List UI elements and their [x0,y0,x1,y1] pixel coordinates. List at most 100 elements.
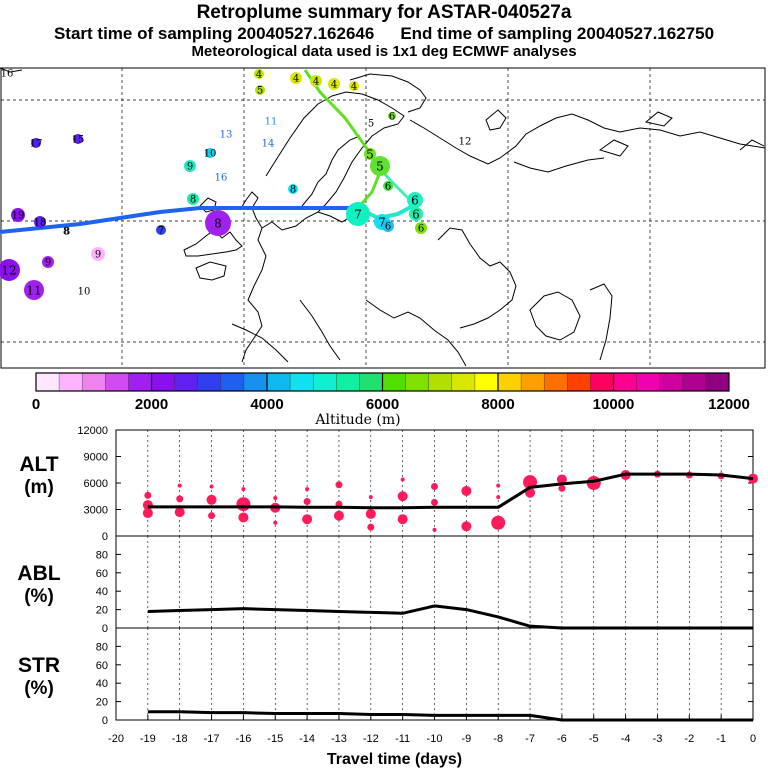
map-day-label: 17 [30,139,43,150]
median-line [147,604,753,630]
colorbar-cell [382,373,407,391]
y-tick-label: 6000 [84,478,108,490]
altitude-point [491,515,506,530]
y-tick-label: 9000 [84,452,108,464]
colorbar-cell [498,373,522,391]
panel-ylabel: STR [18,654,60,677]
altitude-point [368,495,373,500]
altitude-point [144,491,152,499]
panel-abl: 0 20 40 60 80 ABL(%) [17,535,754,635]
map-bubble [328,78,340,90]
end-time: End time of sampling 20040527.162750 [400,24,715,43]
y-tick-label: 0 [102,531,108,543]
altitude-point [209,484,214,489]
altitude-point [333,510,344,521]
colorbar-tick-label: 0 [32,396,40,413]
map-day-label: 7 [378,215,386,229]
map-bubble [290,72,302,84]
y-tick-label: 12000 [77,425,108,437]
x-tick-label: -5 [589,733,599,745]
map-day-label: 16 [215,173,228,184]
map-day-label: 14 [262,139,275,150]
map-day-label: 4 [331,80,337,91]
map-day-label: 6 [385,222,391,233]
panel-ylabel: (%) [24,678,54,699]
map-bubble [156,225,166,235]
colorbar-tick-label: 6000 [366,396,399,413]
altitude-point [241,487,246,492]
x-tick-label: -4 [621,733,631,745]
map-day-label: 7 [354,207,362,221]
altitude-point [365,508,376,519]
time-series-panels: 030006000900012000ALT(m)020406080ABL(%)0… [17,425,758,768]
map-bubble [407,192,423,208]
map-bubble [31,138,41,148]
altitude-point [556,474,567,485]
x-tick-label: -6 [557,733,567,745]
panel-ylabel: (%) [24,586,54,607]
colorbar-cell [428,373,453,391]
altitude-point [273,520,278,525]
colorbar-label: Altitude (m) [314,412,400,428]
map-day-label: 6 [418,224,424,235]
plot-title: Retroplume summary for ASTAR-040527a [196,2,572,23]
altitude-point [367,523,375,531]
map-bubble [91,247,105,261]
altitude-point [305,487,310,492]
start-time: Start time of sampling 20040527.162646 [53,24,375,43]
colorbar-cell [243,373,268,391]
colorbar-cell [613,373,638,391]
map-bubble [346,202,370,226]
map-bubble [409,207,423,221]
x-tick-label: -11 [395,733,410,745]
map-day-label: 19 [12,211,25,222]
colorbar-tick-label: 4000 [250,396,283,413]
altitude-point [236,497,251,512]
colorbar-cell [590,373,614,391]
map-day-label: 8 [190,195,196,206]
map-day-label: 12 [1,263,16,277]
x-tick-label: -14 [299,733,315,745]
x-tick-label: -3 [653,733,663,745]
map-bubble [255,85,265,95]
altitude-point [273,496,278,501]
map-day-label: 9 [45,258,51,269]
map-day-label: 8 [214,216,222,230]
map-bubble [205,148,215,158]
meteo-note: Meteorological data used is 1x1 deg ECMW… [191,43,577,60]
altitude-point [302,514,313,525]
colorbar-cell [151,373,176,391]
colorbar-cell [220,373,245,391]
y-tick-label: 0 [102,623,108,635]
map-bubble [415,222,427,234]
altitude-point [397,514,408,525]
colorbar-cell [451,373,476,391]
colorbar-cell [474,373,499,391]
y-tick-label: 60 [96,660,108,672]
colorbar-cell [336,373,360,391]
map-day-label: 8 [63,227,69,238]
map-day-label: 4 [313,77,319,88]
title-block: Retroplume summary for ASTAR-040527a Sta… [0,2,768,60]
map-day-label: 5 [366,147,374,161]
altitude-point [400,477,405,482]
altitude-point [461,521,472,532]
colorbar-cell [197,373,222,391]
colorbar-tick-label: 12000 [708,396,750,413]
map-day-label: 11 [265,117,278,128]
map-day-label: 4 [256,70,262,81]
altitude-point [335,481,343,489]
map-day-label: 10 [204,149,217,160]
map-bubble [73,134,83,144]
altitude-point [432,527,437,532]
map-bubble [349,81,359,91]
altitude-point [431,483,438,491]
x-tick-label: -15 [267,733,283,745]
colorbar-cell [313,373,337,391]
altitude-point [177,483,182,488]
colorbar-cell [405,373,430,391]
colorbar-cell [682,373,707,391]
map-bubble [187,193,199,205]
map-day-label: 16 [1,69,14,80]
